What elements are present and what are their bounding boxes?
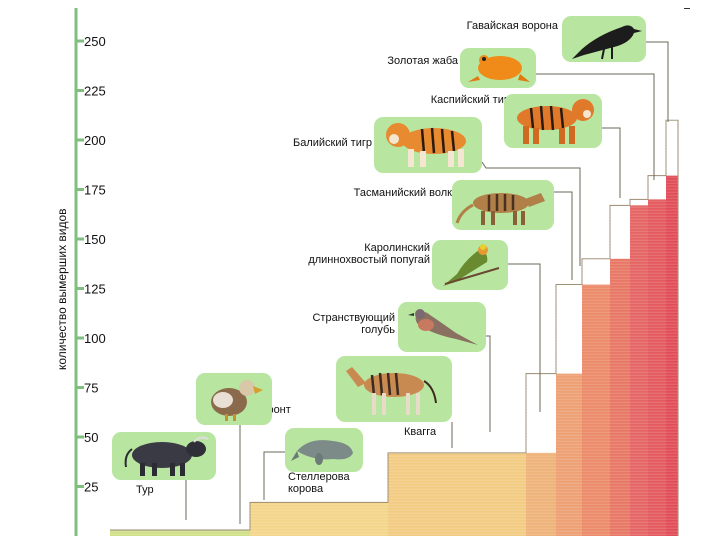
label-pigeon: Странствующий голубь bbox=[312, 312, 395, 336]
quagga-icon bbox=[336, 356, 452, 422]
corner-mark bbox=[684, 8, 690, 9]
y-axis-title: количество вымерших видов bbox=[55, 208, 69, 370]
leader-line-7 bbox=[481, 161, 581, 266]
label-thylacine: Тасманийский волк bbox=[353, 187, 452, 199]
y-tick-label: 250 bbox=[84, 34, 106, 49]
label-bali-tiger: Балийский тигр bbox=[292, 137, 372, 149]
sea-cow-icon bbox=[285, 428, 363, 472]
bali-tiger-icon bbox=[374, 117, 482, 173]
leader-line-8 bbox=[602, 127, 621, 198]
y-tick-label: 50 bbox=[84, 430, 98, 445]
bar-2 bbox=[250, 502, 388, 536]
bar-10 bbox=[666, 175, 678, 536]
y-tick-label: 200 bbox=[84, 133, 106, 148]
bars-outline bbox=[110, 119, 679, 536]
bar-3 bbox=[388, 452, 526, 536]
aurochs-icon bbox=[112, 432, 216, 480]
label-hawaiian-crow: Гавайская ворона bbox=[466, 20, 558, 32]
leader-line-4 bbox=[486, 335, 491, 432]
bar-7 bbox=[610, 258, 630, 536]
y-tick-label: 100 bbox=[84, 331, 106, 346]
leader-line-9 bbox=[536, 73, 655, 180]
bar-0 bbox=[110, 530, 250, 536]
label-golden-toad: Золотая жаба bbox=[387, 55, 458, 67]
pigeon-icon bbox=[398, 302, 486, 352]
label-sea-cow: Стеллерова корова bbox=[288, 471, 350, 495]
caspian-tiger-icon bbox=[504, 94, 602, 148]
leader-line-5 bbox=[508, 263, 541, 412]
bar-8 bbox=[630, 205, 648, 536]
bar-5 bbox=[556, 373, 582, 536]
bar-9 bbox=[648, 199, 666, 536]
parakeet-icon bbox=[432, 240, 508, 290]
y-tick-label: 150 bbox=[84, 232, 106, 247]
label-parakeet: Каролинский длиннохвостый попугай bbox=[308, 242, 430, 266]
y-tick-label: 125 bbox=[84, 282, 106, 297]
label-caspian-tiger: Каспийский тигр bbox=[430, 94, 514, 106]
y-tick-label: 175 bbox=[84, 183, 106, 198]
label-aurochs: Тур bbox=[136, 484, 154, 496]
y-tick-label: 225 bbox=[84, 84, 106, 99]
y-tick-label: 25 bbox=[84, 480, 98, 495]
bar-4 bbox=[526, 452, 556, 536]
label-quagga: Квагга bbox=[404, 426, 437, 438]
thylacine-icon bbox=[452, 180, 554, 230]
bar-6 bbox=[582, 284, 610, 536]
leader-line-6 bbox=[554, 191, 573, 280]
hawaiian-crow-icon bbox=[562, 16, 646, 62]
dodo-icon bbox=[196, 373, 272, 425]
leader-line-10 bbox=[646, 41, 669, 122]
golden-toad-icon bbox=[460, 48, 536, 88]
y-tick-label: 75 bbox=[84, 381, 98, 396]
